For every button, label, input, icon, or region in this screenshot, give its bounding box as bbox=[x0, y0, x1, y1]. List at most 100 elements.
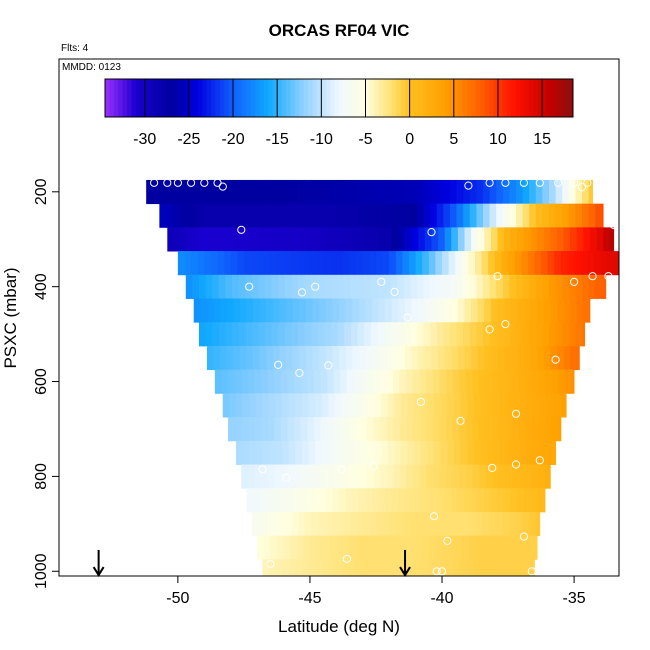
observation-point bbox=[511, 460, 521, 469]
heatmap-cell bbox=[287, 369, 295, 394]
heatmap-cell bbox=[312, 227, 320, 252]
heatmap-cell bbox=[205, 179, 213, 205]
colorbar-segment bbox=[497, 79, 503, 117]
heatmap-cell bbox=[463, 179, 471, 205]
heatmap-cell bbox=[311, 274, 319, 299]
heatmap-cell bbox=[165, 179, 173, 205]
heatmap-cell bbox=[428, 535, 436, 560]
heatmap-cell bbox=[436, 322, 444, 347]
heatmap-cell bbox=[339, 298, 346, 323]
observation-point bbox=[218, 182, 227, 191]
heatmap-cell bbox=[513, 393, 521, 418]
heatmap-cell bbox=[515, 322, 523, 347]
colorbar-segment bbox=[489, 79, 494, 117]
colorbar-segment bbox=[118, 79, 124, 117]
heatmap-cell bbox=[345, 488, 353, 513]
heatmap-cell bbox=[530, 488, 538, 513]
heatmap-cell bbox=[287, 464, 295, 489]
heatmap-cell bbox=[595, 274, 603, 299]
heatmap-cell bbox=[370, 511, 378, 537]
heatmap-cell bbox=[317, 203, 325, 228]
observation-point bbox=[519, 532, 529, 541]
colorbar-segment bbox=[502, 79, 508, 117]
colorbar-segment bbox=[387, 79, 393, 117]
heatmap-cell bbox=[469, 203, 477, 228]
heatmap-cell bbox=[291, 203, 299, 228]
heatmap-cell bbox=[411, 298, 419, 323]
heatmap-cell bbox=[167, 227, 175, 252]
colorbar-segment bbox=[175, 79, 181, 117]
heatmap-cell bbox=[423, 322, 431, 347]
colorbar-segment bbox=[113, 79, 119, 117]
heatmap-cell bbox=[253, 227, 261, 252]
heatmap-cell bbox=[479, 417, 486, 442]
heatmap-cell bbox=[435, 251, 443, 276]
heatmap-cell bbox=[555, 322, 563, 347]
heatmap-cell bbox=[332, 298, 340, 323]
heatmap-cell bbox=[348, 440, 356, 465]
heatmap-cell bbox=[600, 251, 608, 276]
colorbar-segment bbox=[286, 79, 291, 117]
heatmap-cell bbox=[270, 535, 278, 560]
heatmap-cell bbox=[459, 464, 467, 489]
heatmap-cell bbox=[467, 440, 475, 465]
heatmap-cell bbox=[546, 440, 554, 465]
heatmap-cell bbox=[505, 417, 513, 442]
heatmap-cell bbox=[501, 251, 509, 276]
heatmap-cell bbox=[502, 322, 510, 347]
heatmap-cell bbox=[439, 369, 447, 394]
heatmap-cell bbox=[410, 511, 418, 537]
heatmap-cell bbox=[538, 369, 546, 394]
heatmap-cell bbox=[545, 369, 553, 394]
heatmap-cell bbox=[291, 179, 299, 205]
heatmap-cell bbox=[397, 511, 405, 537]
heatmap-cell bbox=[486, 559, 494, 577]
heatmap-cell bbox=[461, 251, 469, 276]
heatmap-cell bbox=[549, 203, 556, 228]
heatmap-cell bbox=[420, 393, 428, 418]
colorbar-segment bbox=[564, 79, 569, 117]
heatmap-cell bbox=[403, 511, 411, 537]
y-tick-label: 600 bbox=[33, 368, 50, 395]
observation-point bbox=[369, 462, 378, 471]
x-tick-label: -45 bbox=[298, 590, 321, 607]
heatmap-cell bbox=[527, 535, 535, 560]
heatmap-cell bbox=[411, 227, 419, 252]
heatmap-cell bbox=[479, 464, 486, 489]
heatmap-cell bbox=[522, 274, 530, 299]
colorbar-segment bbox=[546, 79, 552, 117]
heatmap-cell bbox=[419, 464, 427, 489]
heatmap-cell bbox=[531, 417, 539, 442]
x-tick-label: -50 bbox=[166, 590, 189, 607]
heatmap-cell bbox=[412, 369, 420, 394]
heatmap-cell bbox=[337, 203, 345, 228]
heatmap-cell bbox=[546, 393, 554, 418]
heatmap-cell bbox=[529, 322, 537, 347]
heatmap-cell bbox=[352, 227, 360, 252]
heatmap-cell bbox=[473, 440, 481, 465]
heatmap-cell bbox=[457, 298, 465, 323]
heatmap-cell bbox=[424, 227, 432, 252]
heatmap-cell bbox=[261, 464, 269, 489]
heatmap-cell bbox=[459, 417, 467, 442]
heatmap-cell bbox=[258, 322, 266, 347]
heatmap-cell bbox=[530, 298, 538, 323]
heatmap-cell bbox=[484, 298, 492, 323]
colorbar-segment bbox=[180, 79, 185, 117]
heatmap-cell bbox=[484, 345, 492, 371]
heatmap-cell bbox=[311, 203, 319, 228]
heatmap-cell bbox=[337, 322, 345, 347]
heatmap-cell bbox=[476, 179, 484, 205]
observation-point bbox=[596, 183, 605, 192]
heatmap-cell bbox=[387, 393, 395, 418]
heatmap-cell bbox=[481, 535, 489, 560]
heatmap-cell bbox=[299, 298, 307, 323]
heatmap-cell bbox=[288, 559, 296, 577]
heatmap-cell bbox=[535, 179, 543, 205]
heatmap-cell bbox=[549, 322, 556, 347]
heatmap-cell bbox=[463, 511, 471, 537]
heatmap-cell bbox=[430, 511, 438, 537]
heatmap-cell bbox=[559, 393, 567, 418]
heatmap-cell bbox=[387, 440, 395, 465]
heatmap-cell bbox=[241, 417, 249, 442]
